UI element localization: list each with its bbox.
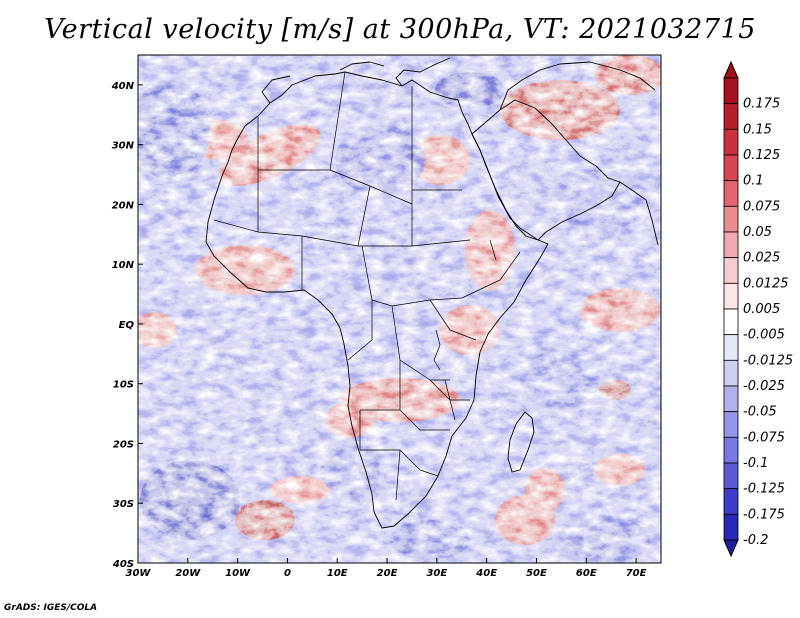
lon-tick-label: 70E [626,568,647,579]
footer-credit: GrADS: IGES/COLA [4,603,98,613]
colorbar-swatch [723,128,739,156]
colorbar-swatch [723,488,739,515]
map-frame [137,54,662,564]
colorbar-swatch [723,282,739,310]
colorbar-swatch [723,257,739,284]
colorbar-label: -0.125 [743,482,785,497]
colorbar-swatch [723,436,739,464]
colorbar-swatch [723,231,739,259]
lon-tick-label: 40E [475,568,497,579]
lon-tick-label: 20W [175,568,201,579]
colorbar-label: -0.2 [743,533,768,548]
lon-tick-label: 10W [225,568,251,579]
lon-tick-label: 50E [526,568,547,579]
country-borders [205,57,659,529]
colorbar-swatch [723,77,739,105]
colorbar-label: -0.1 [743,456,768,471]
lat-axis: 40N 30N 20N 10N EQ 10S 20S 30S 40S [111,81,143,570]
lon-tick-label: 20E [377,568,398,579]
lat-tick-label: 30N [112,141,135,152]
colorbar-swatch [723,334,739,361]
lat-tick-label: 10S [113,380,134,391]
colorbar-label: 0.175 [743,97,780,112]
colorbar-label: 0.0125 [743,276,789,291]
map-title: Vertical velocity [m/s] at 300hPa, VT: 2… [44,14,756,45]
lakes-rivers [433,239,497,421]
lat-tick-label: 10N [112,260,135,271]
europe-coastline [261,57,451,104]
asia-coastline [499,61,659,246]
colorbar-swatch [723,385,739,413]
colorbar-top-arrow [723,60,739,79]
colorbar-swatch [723,462,739,490]
lon-tick-label: 0 [284,568,291,579]
lon-axis: 30W 20W 10W 0 10E 20E 30E 40E 50E 60E 70E [126,558,647,579]
lon-tick-label: 30E [426,568,447,579]
colorbar-label: 0.125 [743,148,780,163]
colorbar-label: -0.005 [743,328,785,343]
colorbar-swatch [723,103,739,130]
colorbar: 0.175 0.15 0.125 0.1 0.075 0.05 0.025 0.0125 0.0… [723,60,793,558]
colorbar-label: -0.075 [743,430,785,445]
lat-tick-label: 20S [113,439,134,450]
colorbar-label: -0.175 [743,507,785,522]
lon-tick-label: 30W [126,568,152,579]
colorbar-swatch [723,308,739,336]
lat-tick-label: 30S [113,499,134,510]
lon-tick-label: 10E [327,568,348,579]
lon-tick-label: 60E [576,568,597,579]
colorbar-label: -0.0125 [743,353,793,368]
colorbar-bottom-arrow [723,539,739,558]
colorbar-label: -0.05 [743,405,777,420]
colorbar-swatch [723,513,739,541]
lat-tick-label: 40S [112,559,134,570]
colorbar-label: 0.025 [743,251,780,266]
colorbar-swatch [723,411,739,438]
africa-coastline [205,71,549,529]
colorbar-label: 0.075 [743,199,780,214]
colorbar-label: -0.025 [743,379,785,394]
colorbar-swatch [723,154,739,182]
colorbar-swatch [723,359,739,387]
madagascar-coastline [507,411,535,473]
colorbar-label: 0.1 [743,174,764,189]
velocity-field [138,55,661,563]
colorbar-label: 0.005 [743,302,780,317]
lat-tick-label: 40N [111,81,135,92]
colorbar-label: 0.15 [743,122,772,137]
lat-tick-label: 20N [112,200,135,211]
arabia-coastline [471,99,621,241]
inner-borders [213,71,521,501]
colorbar-swatch [723,205,739,233]
colorbar-swatch [723,180,739,207]
lat-tick-label: EQ [119,320,135,331]
colorbar-label: 0.05 [743,225,772,240]
